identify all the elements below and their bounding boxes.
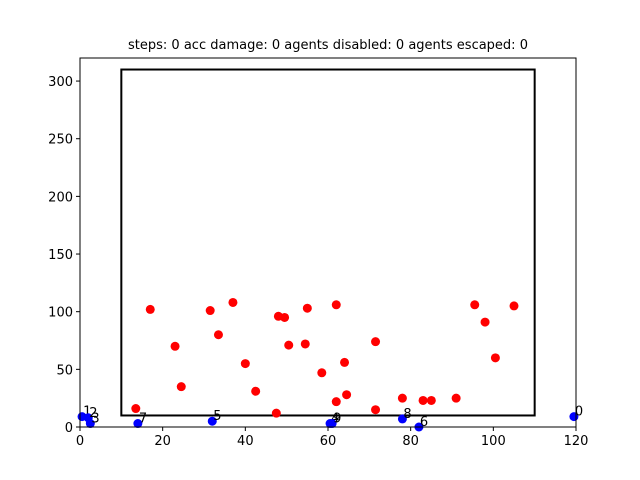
point-label-3: 3: [91, 412, 99, 427]
red-point-16: [331, 300, 341, 310]
blue-point-4: [207, 416, 217, 426]
red-point-25: [451, 393, 461, 403]
blue-point-6: [327, 419, 337, 429]
y-tick-label-50: 50: [56, 363, 73, 378]
red-point-1: [145, 304, 155, 314]
red-point-2: [170, 341, 180, 351]
point-label-5: 5: [213, 409, 221, 424]
x-tick-label-40: 40: [237, 434, 254, 449]
blue-point-7: [397, 414, 407, 424]
y-tick-label-0: 0: [65, 421, 73, 436]
red-point-13: [300, 339, 310, 349]
red-point-19: [342, 390, 352, 400]
y-tick-label-150: 150: [48, 248, 73, 263]
red-point-12: [284, 340, 294, 350]
point-label-6: 6: [420, 415, 428, 430]
point-label-9: 9: [333, 412, 341, 427]
red-point-28: [490, 353, 500, 363]
x-tick-label-100: 100: [481, 434, 506, 449]
x-tick-label-60: 60: [320, 434, 337, 449]
y-tick-label-100: 100: [48, 306, 73, 321]
point-label-2: 2: [89, 406, 97, 421]
x-tick-label-20: 20: [154, 434, 171, 449]
red-point-24: [426, 395, 436, 405]
plot-marks: 123 7 5 49 86 0: [77, 68, 583, 432]
red-point-27: [480, 317, 490, 327]
y-tick-label-300: 300: [48, 75, 73, 90]
red-point-29: [509, 301, 519, 311]
red-point-4: [205, 306, 215, 316]
red-point-21: [371, 405, 381, 415]
red-point-6: [228, 297, 238, 307]
x-tick-label-120: 120: [564, 434, 589, 449]
chart-title: steps: 0 acc damage: 0 agents disabled: …: [128, 38, 528, 53]
red-point-7: [240, 359, 250, 369]
y-tick-label-200: 200: [48, 190, 73, 205]
red-point-14: [302, 303, 312, 313]
red-point-3: [176, 382, 186, 392]
red-point-9: [271, 408, 281, 418]
red-point-5: [213, 330, 223, 340]
blue-point-2: [85, 419, 95, 429]
red-point-23: [418, 395, 428, 405]
red-point-20: [371, 337, 381, 347]
x-tick-label-0: 0: [76, 434, 84, 449]
red-point-0: [131, 404, 141, 414]
point-label-8: 8: [403, 407, 411, 422]
red-point-17: [331, 397, 341, 407]
y-tick-label-250: 250: [48, 133, 73, 148]
boundary-rectangle: [120, 68, 536, 417]
blue-point-3: [133, 419, 143, 429]
point-label-0: 0: [575, 405, 583, 420]
red-point-15: [317, 368, 327, 378]
red-point-11: [280, 312, 290, 322]
point-label-1: 1: [83, 405, 91, 420]
red-point-26: [470, 300, 480, 310]
red-point-8: [251, 386, 261, 396]
point-label-7: 7: [139, 412, 147, 427]
red-point-22: [397, 393, 407, 403]
red-point-18: [340, 357, 350, 367]
point-label-4: 4: [331, 412, 339, 427]
x-tick-label-80: 80: [402, 434, 419, 449]
